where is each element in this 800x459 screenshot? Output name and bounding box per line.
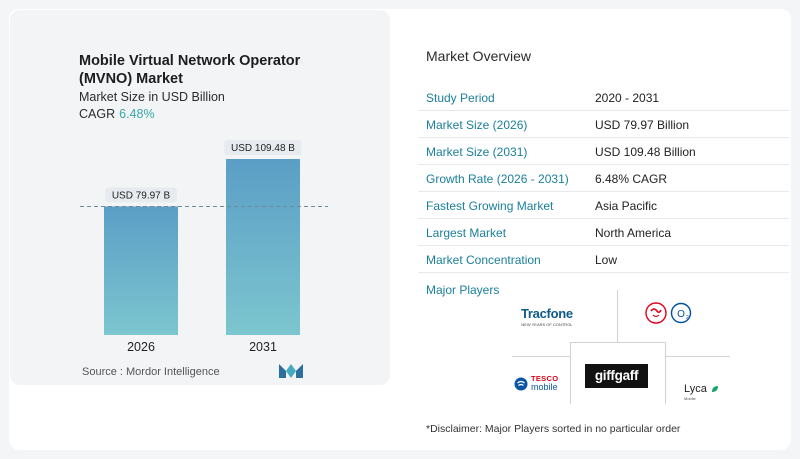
x-tick-label: 2026	[127, 340, 155, 354]
svg-text:2: 2	[686, 315, 689, 321]
giffgaff-logo: giffgaff	[585, 364, 648, 388]
overview-row: Largest Market North America	[418, 219, 789, 246]
overview-value: USD 109.48 Billion	[595, 145, 696, 159]
grid-divider	[512, 356, 570, 357]
overview-row: Market Size (2026) USD 79.97 Billion	[418, 111, 789, 138]
overview-label: Fastest Growing Market	[426, 199, 554, 213]
lyca-leaf-icon	[712, 386, 719, 392]
overview-value: USD 79.97 Billion	[595, 118, 690, 132]
overview-label: Market Size (2026)	[426, 118, 528, 132]
cagr-line: CAGR 6.48%	[79, 107, 155, 121]
major-players-title: Major Players	[426, 283, 500, 297]
grid-divider	[617, 290, 618, 342]
tesco-wordmark: TESCO	[531, 374, 559, 383]
svg-text:O: O	[677, 309, 685, 320]
overview-row: Market Size (2031) USD 109.48 Billion	[418, 138, 789, 165]
overview-label: Study Period	[426, 91, 495, 105]
virgin-logo-icon	[645, 302, 667, 329]
data-label: USD 79.97 B	[112, 190, 171, 201]
overview-row: Study Period 2020 - 2031	[418, 84, 789, 111]
data-label: USD 109.48 B	[231, 143, 295, 154]
overview-value: 6.48% CAGR	[595, 172, 668, 186]
chart-subtitle: Market Size in USD Billion	[79, 90, 225, 104]
chart-panel	[10, 10, 390, 385]
data-label-badge	[224, 140, 302, 155]
tesco-sub: mobile	[531, 382, 558, 392]
overview-label: Market Size (2031)	[426, 145, 528, 159]
source-text: Source : Mordor Intelligence	[82, 366, 220, 378]
tracfone-tagline: NEW YEARS OF CONTROL	[521, 322, 573, 327]
overview-value: 2020 - 2031	[595, 91, 660, 105]
overview-label: Largest Market	[426, 226, 507, 240]
tracfone-wordmark: Tracfone	[521, 306, 573, 321]
x-tick-label: 2031	[249, 340, 277, 354]
overview-label: Growth Rate (2026 - 2031)	[426, 172, 569, 186]
tesco-mobile-icon	[514, 377, 528, 391]
grid-divider	[666, 356, 730, 357]
overview-value: Low	[595, 253, 618, 267]
o2-logo-icon: O 2	[670, 302, 692, 329]
lyca-sub: Mobile	[684, 396, 696, 401]
bar-2026	[104, 206, 178, 335]
bar-chart: 2026 USD 79.97 B 2031 USD 109.48 B	[80, 140, 328, 354]
overview-value: North America	[595, 226, 672, 240]
overview-row: Fastest Growing Market Asia Pacific	[418, 192, 789, 219]
lyca-wordmark: Lyca	[684, 383, 707, 395]
overview-value: Asia Pacific	[595, 199, 658, 213]
cagr-label: CAGR	[79, 107, 116, 121]
tracfone-logo: Tracfone NEW YEARS OF CONTROL	[521, 306, 573, 327]
overview-label: Market Concentration	[426, 253, 541, 267]
chart-title: Mobile Virtual Network Operator (MVNO) M…	[79, 53, 301, 87]
mordor-logo-icon	[279, 364, 303, 383]
lyca-logo: Lyca Mobile	[684, 379, 719, 401]
cagr-value: 6.48%	[119, 107, 155, 121]
center-logo-frame	[570, 342, 666, 404]
overview-row: Growth Rate (2026 - 2031) 6.48% CAGR	[418, 165, 789, 192]
overview-row: Market Concentration Low	[418, 246, 789, 273]
bar-2031	[226, 159, 300, 335]
data-label-badge	[105, 187, 177, 203]
overview-title: Market Overview	[426, 48, 532, 64]
disclaimer-text: *Disclaimer: Major Players sorted in no …	[426, 423, 681, 435]
